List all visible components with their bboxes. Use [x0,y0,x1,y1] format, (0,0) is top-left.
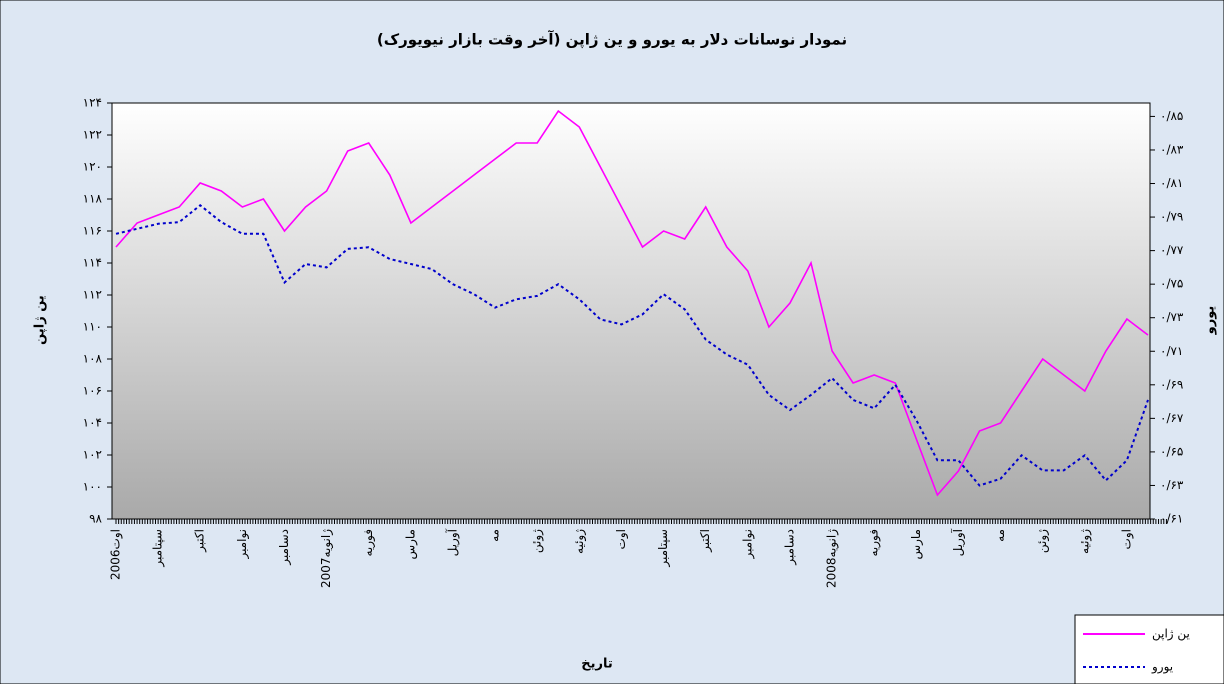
y2-tick-label: ۰/۷۱ [1160,344,1183,358]
x-tick-label: آوریل [950,528,966,556]
y-tick-label: ۱۰۰ [83,480,102,494]
x-tick-label: دسامبر [277,529,292,566]
x-tick-label: فوریه [361,529,376,557]
y-tick-label: ۱۰۲ [83,448,102,462]
y-tick-label: ۱۲۰ [83,160,102,174]
x-tick-label: اکتبر [698,529,713,553]
x-tick-label: اوت2006 [109,529,124,580]
y2-tick-label: ۰/۸۵ [1160,109,1183,123]
x-tick-label: اوت [1119,529,1134,549]
x-tick-label: فوریه [867,529,882,557]
y2-tick-label: ۰/۷۵ [1160,277,1183,291]
x-tick-label: اکتبر [193,529,208,553]
x-tick-label: دسامبر [782,529,797,566]
x-tick-label: سپتامبر [151,529,166,568]
x-tick-label: نوامبر [740,529,755,560]
y-tick-label: ۹۸ [89,512,102,526]
y-tick-label: ۱۱۸ [83,192,103,206]
y2-tick-label: ۰/۶۵ [1160,444,1183,458]
x-axis-title: تاریخ [581,657,613,672]
x-tick-label: مارس [909,529,924,560]
plot-area [111,102,1151,520]
legend [1074,614,1224,684]
y-tick-label: ۱۱۲ [83,288,102,302]
x-tick-label: ژوئیه [1077,529,1092,554]
x-tick-label: ژوئن [1035,529,1050,553]
y2-axis-title: یورو [1203,306,1218,336]
x-tick-label: اوت [614,529,629,549]
y2-tick-label: ۰/۷۳ [1160,310,1184,324]
y-tick-label: ۱۲۲ [83,128,102,142]
x-tick-label: نوامبر [235,529,250,560]
x-tick-label: ژوئیه [572,529,587,554]
x-tick-label: ژانویه2008 [825,529,840,588]
x-tick-label: مارس [403,529,418,560]
x-tick-label: مه [488,529,502,542]
x-tick-label: مه [993,529,1007,542]
legend-label: ین ژاپن [1152,627,1190,642]
y-tick-label: ۱۱۴ [83,256,102,270]
chart-title: نمودار نوسانات دلار به یورو و ین ژاپن (آ… [377,31,847,50]
x-tick-label: ژوئن [530,529,545,553]
y2-tick-label: ۰/۶۳ [1160,478,1184,492]
legend-label: یورو [1151,660,1173,675]
y-axis-title: ین ژاپن [33,295,48,345]
y-tick-label: ۱۲۴ [83,96,102,110]
y2-tick-label: ۰/۸۳ [1160,142,1184,156]
y-tick-label: ۱۱۰ [83,320,102,334]
y2-tick-label: ۰/۷۷ [1160,243,1184,257]
x-tick-label: سپتامبر [656,529,671,568]
x-tick-label: ژانویه2007 [319,529,334,588]
y2-tick-label: ۰/۶۷ [1160,411,1184,425]
y2-tick-label: ۰/۸۱ [1160,176,1183,190]
y2-tick-label: ۰/۷۹ [1160,210,1183,224]
y2-tick-label: ۰/۶۹ [1160,377,1183,391]
y-tick-label: ۱۱۶ [83,224,102,238]
y-tick-label: ۱۰۸ [83,352,103,366]
x-tick-label: آوریل [444,528,460,556]
series-line [115,204,1149,487]
y-tick-label: ۱۰۶ [83,384,102,398]
y-tick-label: ۱۰۴ [83,416,102,430]
y2-tick-label: ۰/۶۱ [1160,512,1183,526]
series-line [115,109,1149,497]
